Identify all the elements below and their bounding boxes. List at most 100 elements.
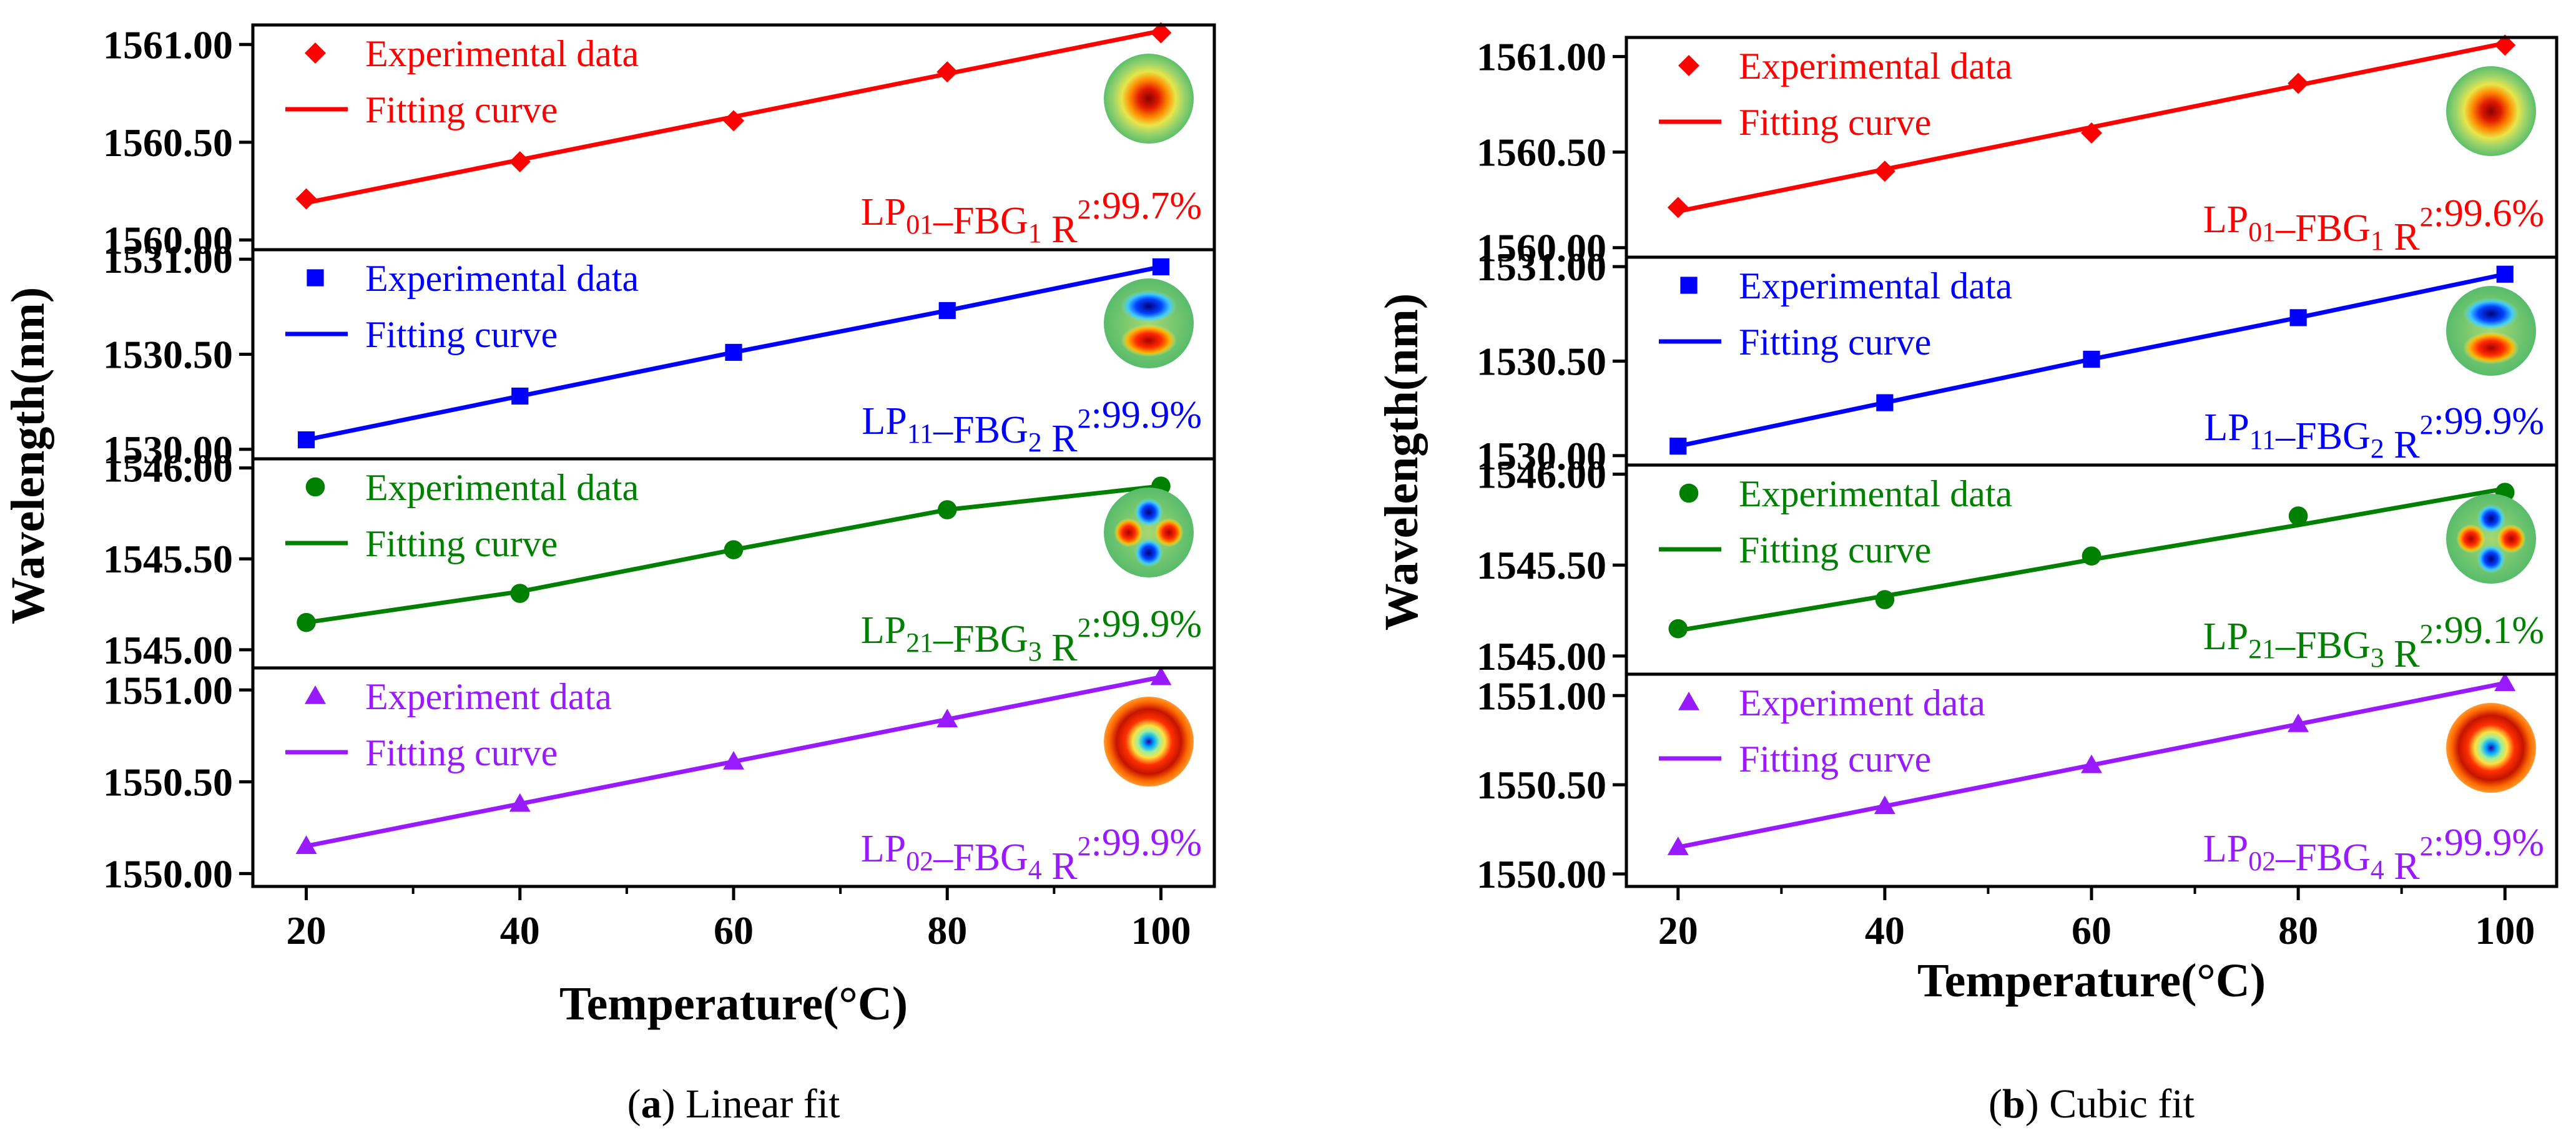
- data-point: [723, 751, 744, 770]
- y-tick-label: 1546.00: [103, 446, 233, 491]
- legend-marker: [1678, 55, 1699, 76]
- y-tick-label: 1545.00: [1477, 634, 1606, 679]
- mode-profile-lp11-icon-lobe-bottom: [2463, 331, 2519, 365]
- annotation-part: 21: [2248, 634, 2276, 664]
- caption-paren: ): [662, 1081, 676, 1127]
- annotation-part: 21: [906, 627, 933, 658]
- r2-annotation: LP01–FBG1 R2:99.6%: [2203, 192, 2544, 258]
- y-axis-title: Wavelength(nm): [2, 287, 54, 624]
- y-tick-label: 1530.00: [103, 428, 233, 472]
- legend-label-fit: Fitting curve: [1739, 738, 1931, 780]
- x-tick-label: 60: [2072, 908, 2111, 953]
- data-point: [2494, 34, 2516, 56]
- y-tick-label: 1550.00: [1477, 852, 1606, 896]
- panel-lp11: 1530.00 1530.50 1531.00 Experimental data Fi…: [1477, 245, 2559, 478]
- data-point: [938, 302, 956, 320]
- y-tick-label: 1531.00: [103, 237, 233, 282]
- y-tick-label: 1561.00: [103, 22, 233, 67]
- annotation-part: :99.9%: [1091, 394, 1202, 436]
- mode-profile-lp21-icon-bg: [2446, 494, 2536, 584]
- x-tick-label: 60: [714, 908, 754, 953]
- caption-paren: (: [1989, 1081, 2002, 1127]
- legend-label-data: Experimental data: [1739, 473, 2012, 514]
- annotation-part: 3: [2371, 642, 2384, 673]
- data-point: [1876, 394, 1894, 411]
- annotation-part: 4: [1028, 855, 1042, 885]
- data-point: [2494, 672, 2516, 692]
- r2-annotation: LP11–FBG2 R2:99.9%: [2204, 400, 2544, 466]
- figure-caption: (a) Linear fit: [627, 1081, 840, 1127]
- data-point: [2288, 72, 2309, 94]
- panel-lp21: 1545.00 1545.50 1546.00 Experimental data Fi…: [1477, 453, 2559, 679]
- data-point: [510, 584, 530, 603]
- annotation-part: –FBG: [933, 618, 1028, 660]
- annotation-part: R: [1042, 845, 1078, 888]
- annotation-part: 11: [2249, 424, 2276, 455]
- legend-label-data: Experiment data: [1739, 682, 1985, 724]
- x-tick-label: 80: [927, 908, 967, 953]
- data-point: [511, 387, 529, 405]
- annotation-part: R: [1042, 627, 1078, 669]
- mode-profile-lp01-icon: [1104, 54, 1194, 144]
- panel-lp01: 1560.00 1560.50 1561.00 Experimental data Fi…: [1477, 34, 2559, 270]
- annotation-part: 02: [906, 846, 933, 876]
- caption-paren: ): [2025, 1081, 2039, 1127]
- legend-label-data: Experiment data: [365, 676, 612, 717]
- mode-profile-lp11-icon-lobe-bottom: [1121, 324, 1177, 357]
- y-tick-label: 1560.50: [1477, 130, 1606, 175]
- mode-profile-lp21-icon-lobe-left: [2456, 524, 2485, 554]
- annotation-part: 2: [2420, 619, 2434, 649]
- annotation-part: 02: [2248, 846, 2276, 876]
- annotation-part: :99.9%: [2434, 822, 2544, 864]
- annotation-part: 11: [907, 418, 933, 449]
- annotation-part: R: [1042, 418, 1078, 460]
- data-point: [937, 500, 957, 519]
- y-tick-label: 1551.00: [103, 668, 233, 712]
- data-point: [2288, 714, 2309, 732]
- data-point: [723, 110, 744, 132]
- y-tick-label: 1530.00: [1477, 434, 1606, 478]
- legend-marker: [1680, 277, 1698, 294]
- annotation-part: 1: [1028, 218, 1042, 248]
- x-axis-title: Temperature(°C): [559, 978, 908, 1030]
- panel-lp02: 1550.00 1550.50 1551.00 Experiment data Fitt…: [103, 666, 1216, 896]
- y-tick-label: 1560.00: [1477, 226, 1606, 270]
- data-point: [1874, 160, 1895, 182]
- mode-profile-lp01-icon: [2446, 66, 2536, 156]
- annotation-part: 2: [2420, 202, 2434, 232]
- annotation-part: :99.6%: [2434, 192, 2544, 235]
- annotation-part: R: [2384, 633, 2421, 675]
- mode-profile-lp21-icon-lobe-right: [1154, 518, 1184, 547]
- legend-label-data: Experimental data: [365, 33, 639, 74]
- annotation-part: :99.9%: [1091, 822, 1202, 864]
- data-point: [1152, 258, 1170, 276]
- r2-annotation: LP21–FBG3 R2:99.1%: [2203, 609, 2544, 675]
- x-axis-title: Temperature(°C): [1917, 954, 2266, 1007]
- legend-label-data: Experimental data: [365, 467, 639, 508]
- r2-annotation: LP02–FBG4 R2:99.9%: [861, 822, 1202, 888]
- data-point: [2083, 350, 2100, 368]
- r2-annotation: LP01–FBG1 R2:99.7%: [861, 185, 1202, 251]
- annotation-part: :99.9%: [1091, 603, 1202, 645]
- y-tick-label: 1545.00: [103, 628, 233, 672]
- mode-profile-lp21-icon-lobe-top: [2476, 504, 2506, 533]
- annotation-part: 01: [2248, 217, 2276, 247]
- x-tick-label: 80: [2278, 908, 2318, 953]
- mode-profile-lp02-icon: [1104, 697, 1194, 787]
- annotation-part: LP: [2203, 828, 2248, 870]
- y-tick-label: 1550.50: [1477, 763, 1606, 807]
- legend-marker: [305, 685, 326, 704]
- mode-profile-lp02-icon: [2446, 703, 2536, 793]
- data-point: [937, 61, 958, 83]
- annotation-part: 2: [2420, 831, 2434, 861]
- chart-b: 1560.00 1560.50 1561.00 Experimental data Fi…: [1375, 34, 2559, 1127]
- panel-lp02: 1550.00 1550.50 1551.00 Experiment data Fitt…: [1477, 672, 2559, 896]
- legend-label-fit: Fitting curve: [365, 314, 558, 355]
- annotation-part: 2: [1078, 194, 1091, 225]
- data-point: [297, 431, 315, 449]
- panel-lp11: 1530.00 1530.50 1531.00 Experimental data Fi…: [103, 237, 1216, 472]
- data-point: [2288, 506, 2308, 526]
- mode-profile-lp21-icon-bg: [1104, 488, 1194, 577]
- annotation-part: –FBG: [933, 409, 1028, 451]
